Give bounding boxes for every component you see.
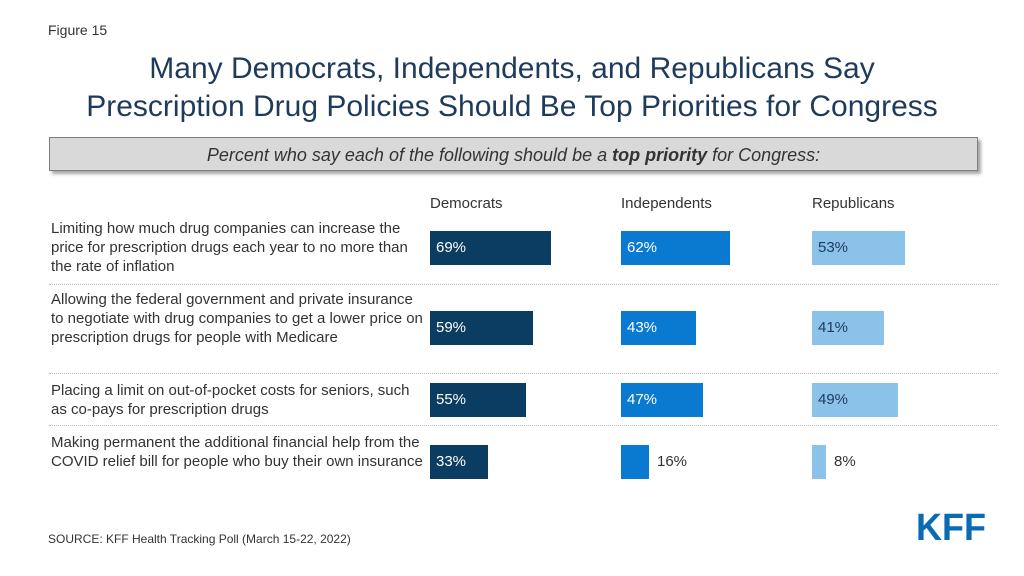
- kff-logo-text: KFF: [916, 508, 986, 544]
- bar-independents: [621, 445, 649, 479]
- title-line-2: Prescription Drug Policies Should Be Top…: [86, 90, 938, 123]
- data-label-democrats: 59%: [436, 319, 467, 336]
- bar-independents: [621, 383, 703, 417]
- column-header-democrats: Democrats: [430, 195, 503, 212]
- data-label-republicans: 49%: [818, 391, 849, 408]
- data-label-democrats: 69%: [436, 239, 467, 256]
- data-label-independents: 16%: [657, 453, 688, 470]
- category-label: Limiting how much drug companies can inc…: [51, 220, 408, 275]
- bar-republicans: [812, 311, 884, 345]
- bar-independents: [621, 311, 696, 345]
- data-label-republicans: 41%: [818, 319, 849, 336]
- bar-independents: [621, 231, 730, 265]
- category-label: Making permanent the additional financia…: [51, 434, 423, 470]
- category-label: Allowing the federal government and priv…: [51, 291, 423, 346]
- subtitle-after: for Congress:: [707, 145, 821, 165]
- data-label-democrats: 55%: [436, 391, 467, 408]
- bar-republicans: [812, 445, 826, 479]
- source-note: SOURCE: KFF Health Tracking Poll (March …: [48, 532, 351, 546]
- bar-democrats: [430, 311, 533, 345]
- category-label: Placing a limit on out-of-pocket costs f…: [51, 382, 410, 418]
- data-label-democrats: 33%: [436, 453, 467, 470]
- subtitle-bold: top priority: [612, 145, 708, 165]
- row-divider: [49, 284, 997, 285]
- column-header-independents: Independents: [621, 195, 712, 212]
- figure-label: Figure 15: [48, 22, 108, 38]
- data-label-republicans: 53%: [818, 239, 849, 256]
- bar-republicans: [812, 231, 905, 265]
- data-label-independents: 62%: [627, 239, 658, 256]
- subtitle-box: Percent who say each of the following sh…: [49, 137, 978, 171]
- title-line-1: Many Democrats, Independents, and Republ…: [149, 52, 875, 85]
- data-label-republicans: 8%: [834, 453, 856, 470]
- subtitle-before: Percent who say each of the following sh…: [206, 145, 613, 165]
- subtitle: Percent who say each of the following sh…: [50, 145, 977, 166]
- column-header-republicans: Republicans: [812, 195, 895, 212]
- kff-logo: KFF: [916, 508, 986, 544]
- row-divider: [49, 373, 997, 374]
- row-divider: [49, 425, 997, 426]
- page-title: Many Democrats, Independents, and Republ…: [0, 50, 1024, 126]
- data-label-independents: 43%: [627, 319, 658, 336]
- data-label-independents: 47%: [627, 391, 658, 408]
- bar-democrats: [430, 231, 551, 265]
- bar-republicans: [812, 383, 898, 417]
- bar-democrats: [430, 445, 488, 479]
- bar-democrats: [430, 383, 526, 417]
